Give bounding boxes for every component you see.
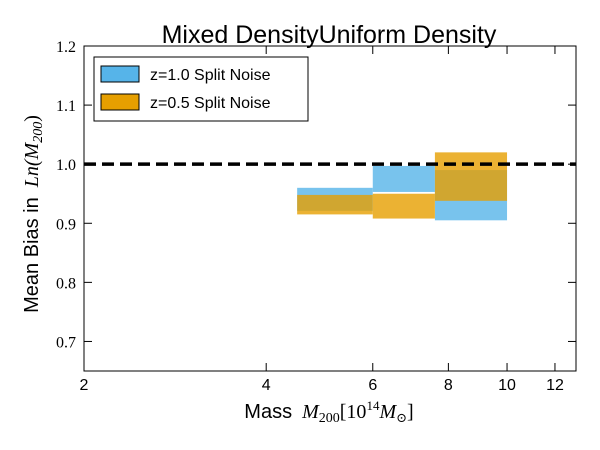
- legend-label: z=0.5 Split Noise: [150, 95, 271, 112]
- y-tick-label: 0.9: [56, 216, 76, 233]
- bar-series2-bin2: [372, 193, 435, 219]
- y-tick-label: 1.2: [56, 39, 76, 56]
- y-tick-label: 0.8: [56, 275, 76, 292]
- ticks-layer: 0.7 0.8 0.9 1.0 1.1 1.2 2 4 6 8 10 12: [56, 39, 576, 394]
- plot-frame: [83, 45, 577, 372]
- x-axis-label-bracket-close: ]: [407, 401, 414, 423]
- y-tick-label: 1.0: [56, 157, 76, 174]
- x-tick-label: 4: [262, 377, 271, 394]
- legend: z=1.0 Split Noise z=0.5 Split Noise: [93, 56, 309, 122]
- x-axis-label: Mass M200[1014M⊙]: [244, 398, 413, 426]
- y-axis-label: Mean Bias in Ln(M200): [21, 115, 46, 313]
- x-tick-label: 8: [444, 377, 453, 394]
- x-axis-label-symbol: M: [301, 401, 320, 423]
- y-tick-label: 1.1: [56, 98, 76, 115]
- y-axis-label-sub: 200: [31, 122, 46, 143]
- y-tick-label: 0.7: [56, 334, 76, 351]
- x-tick-label: 2: [80, 377, 89, 394]
- y-axis-label-math: Ln(M: [21, 141, 43, 188]
- x-tick-label: 12: [546, 377, 564, 394]
- y-axis-label-text: Mean Bias in: [21, 197, 43, 313]
- x-axis-label-unit: M: [378, 401, 397, 423]
- x-axis-label-sub: 200: [319, 411, 340, 426]
- legend-swatch-1: [100, 65, 140, 83]
- y-axis-label-close: ): [21, 115, 43, 122]
- x-tick-label: 6: [368, 377, 377, 394]
- x-tick-label: 10: [498, 377, 516, 394]
- legend-label: z=1.0 Split Noise: [150, 67, 271, 84]
- chart-title: Mixed DensityUniform Density: [162, 21, 497, 49]
- x-axis-label-exp: 14: [366, 398, 380, 413]
- bars-layer: [297, 152, 508, 221]
- bar-series2-bin1: [297, 194, 373, 215]
- x-axis-label-unit-sub: ⊙: [396, 410, 407, 425]
- bar-series1-bin2: [372, 165, 435, 192]
- bar-series2-bin3: [434, 152, 508, 201]
- x-axis-label-text: Mass: [244, 401, 292, 423]
- x-axis-label-bracket-open: [10: [340, 401, 367, 423]
- legend-swatch-2: [100, 93, 140, 111]
